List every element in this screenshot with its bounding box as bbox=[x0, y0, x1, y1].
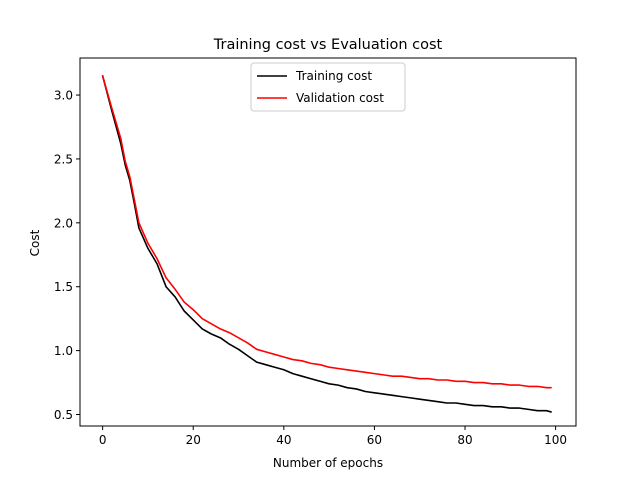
plot-area bbox=[101, 75, 552, 413]
series-line-training-cost bbox=[101, 75, 552, 413]
legend-label-training-cost: Training cost bbox=[295, 69, 372, 83]
y-tick-label: 1.5 bbox=[54, 280, 73, 294]
y-tick-label: 0.5 bbox=[54, 408, 73, 422]
plot-frame bbox=[79, 57, 577, 427]
x-tick-label: 100 bbox=[544, 433, 567, 447]
x-axis-label: Number of epochs bbox=[273, 456, 383, 470]
x-tick-label: 0 bbox=[99, 433, 107, 447]
x-tick-label: 80 bbox=[457, 433, 472, 447]
y-tick-label: 3.0 bbox=[54, 89, 73, 103]
x-axis: 0 20 40 60 80 100 bbox=[99, 426, 567, 447]
y-tick-label: 1.0 bbox=[54, 344, 73, 358]
legend-box bbox=[250, 62, 406, 112]
legend: Training cost Validation cost bbox=[250, 62, 406, 112]
y-tick-label: 2.0 bbox=[54, 216, 73, 230]
y-axis: 0.5 1.0 1.5 2.0 2.5 3.0 bbox=[54, 89, 80, 422]
legend-label-validation-cost: Validation cost bbox=[296, 91, 384, 105]
y-axis-label: Cost bbox=[28, 229, 42, 256]
series-line-validation-cost bbox=[101, 75, 552, 389]
y-tick-label: 2.5 bbox=[54, 152, 73, 166]
x-tick-label: 40 bbox=[276, 433, 291, 447]
chart-title: Training cost vs Evaluation cost bbox=[213, 37, 443, 53]
x-tick-label: 60 bbox=[367, 433, 382, 447]
x-tick-label: 20 bbox=[186, 433, 201, 447]
